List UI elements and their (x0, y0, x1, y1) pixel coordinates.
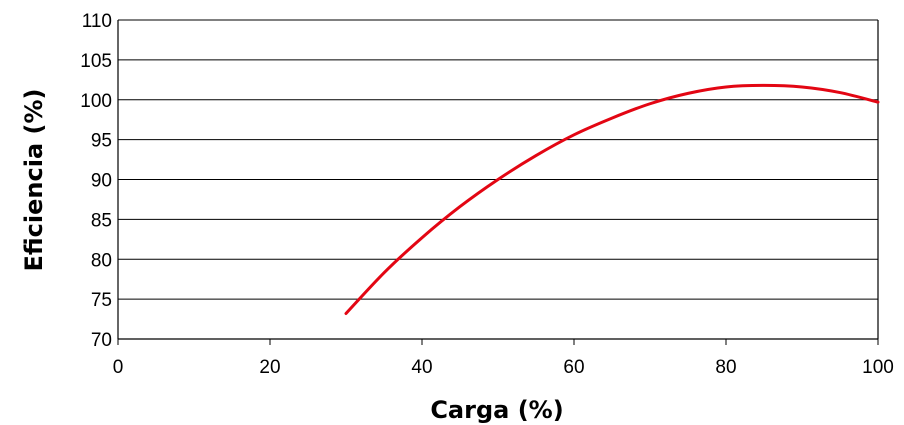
y-tick-label: 75 (91, 290, 112, 311)
y-tick-label: 95 (91, 131, 112, 152)
y-tick-label: 110 (82, 11, 112, 32)
x-tick-label: 20 (259, 357, 280, 378)
x-tick-label: 80 (715, 357, 736, 378)
y-tick-label: 100 (80, 91, 112, 112)
y-tick-label: 85 (91, 210, 112, 231)
x-tick-label: 60 (563, 357, 584, 378)
x-tick-label: 0 (113, 357, 124, 378)
y-tick-label: 105 (80, 51, 112, 72)
series-layer (344, 83, 880, 315)
y-axis-title: Eficiencia (%) (20, 89, 48, 272)
axes (117, 20, 879, 345)
series-line-0 (344, 83, 880, 315)
y-tick-label: 70 (91, 330, 112, 351)
x-tick-label: 40 (411, 357, 432, 378)
y-tick-label: 80 (91, 250, 112, 271)
x-tick-label: 100 (862, 357, 894, 378)
tick-labels: 70 75 80 85 90 95 100 105 110 0 20 40 60 80 100 (80, 11, 894, 378)
x-axis-title: Carga (%) (430, 396, 563, 424)
y-tick-label: 90 (91, 171, 112, 192)
